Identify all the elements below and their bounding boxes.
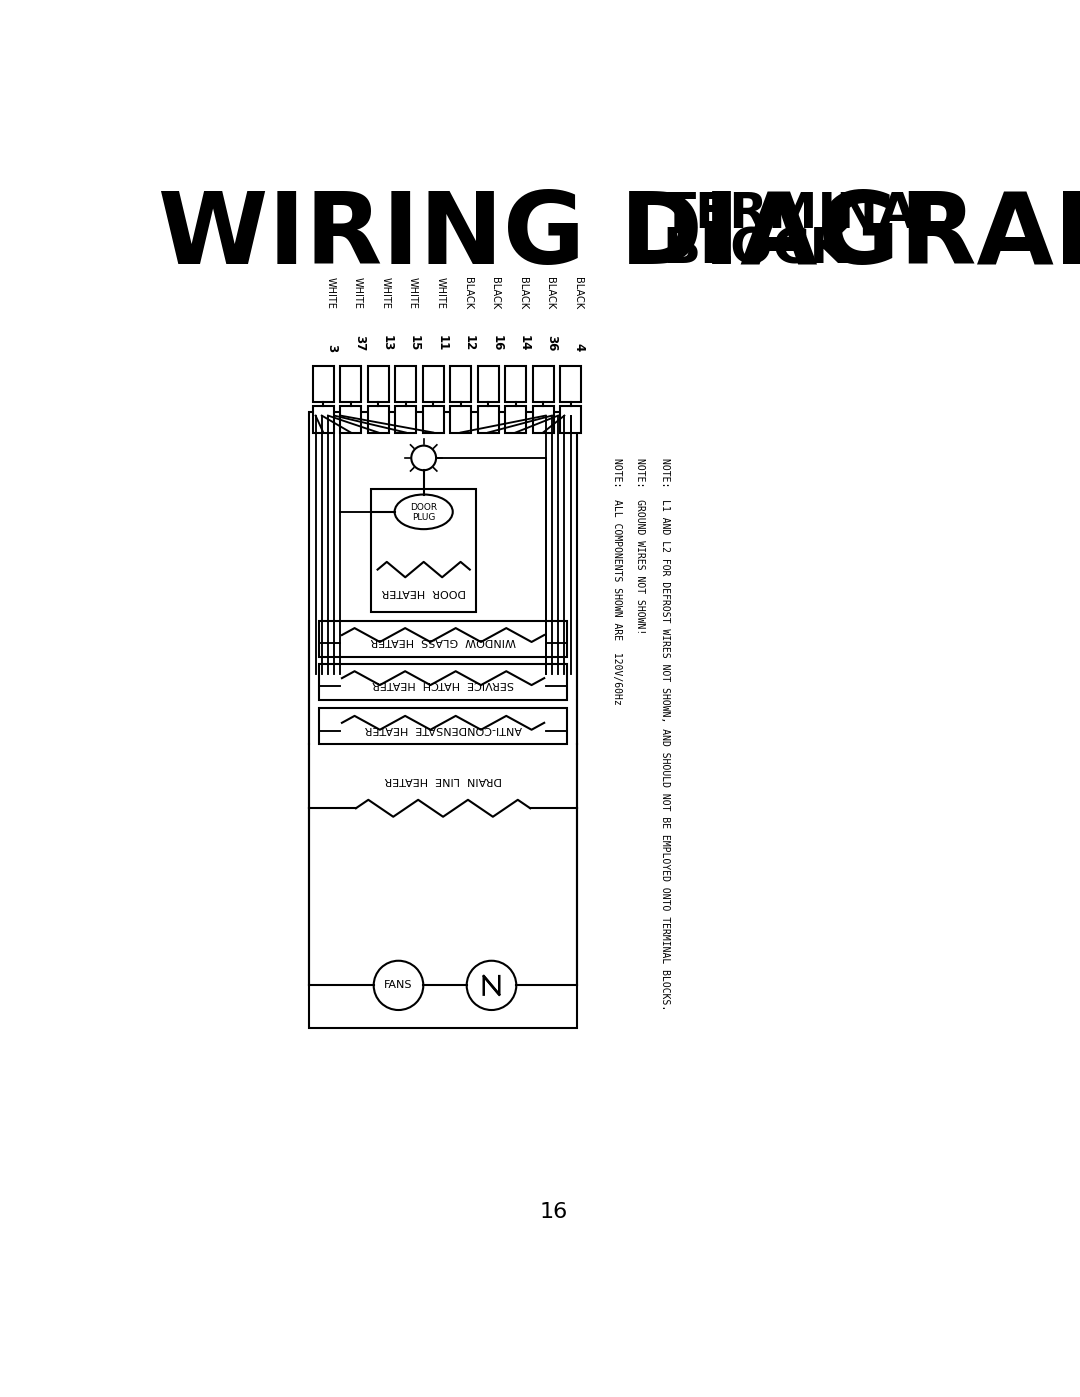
Bar [450, 366, 471, 402]
Text: FANS: FANS [384, 981, 413, 990]
Circle shape [374, 961, 423, 1010]
Bar [477, 366, 499, 402]
Text: 3: 3 [326, 344, 339, 352]
Bar [422, 405, 444, 433]
Bar [532, 405, 554, 433]
Text: WHITE: WHITE [408, 278, 418, 309]
Bar [340, 405, 361, 433]
Bar [319, 622, 567, 657]
Bar [340, 366, 361, 402]
Text: WHITE: WHITE [380, 278, 391, 309]
Text: WHITE: WHITE [435, 278, 446, 309]
Bar [561, 366, 581, 402]
Text: WIRING DIAGRAMS-: WIRING DIAGRAMS- [159, 189, 1080, 285]
Text: NOTE:  GROUND WIRES NOT SHOWN!: NOTE: GROUND WIRES NOT SHOWN! [635, 458, 645, 634]
Text: 16: 16 [490, 335, 503, 352]
Text: BLACK: BLACK [518, 277, 528, 309]
Text: 15: 15 [408, 335, 421, 352]
Bar [319, 708, 567, 745]
Text: BLACK: BLACK [463, 277, 473, 309]
Text: 13: 13 [380, 335, 393, 352]
Circle shape [467, 961, 516, 1010]
Text: TERMINAL: TERMINAL [662, 190, 949, 237]
Bar [368, 366, 389, 402]
Bar [372, 489, 476, 612]
Bar [505, 405, 526, 433]
Bar [505, 366, 526, 402]
Text: ANTI-CONDENSATE  HEATER: ANTI-CONDENSATE HEATER [364, 724, 522, 733]
Text: 36: 36 [545, 335, 558, 352]
Text: BLACK: BLACK [572, 277, 583, 309]
Bar [395, 405, 416, 433]
Bar [313, 366, 334, 402]
Text: SERVICE  HATCH  HEATER: SERVICE HATCH HEATER [373, 679, 514, 689]
Text: 11: 11 [435, 335, 448, 352]
Bar [395, 366, 416, 402]
Text: NOTE:  ALL COMPONENTS SHOWN ARE  120V/60Hz: NOTE: ALL COMPONENTS SHOWN ARE 120V/60Hz [611, 458, 622, 704]
Text: DOOR: DOOR [410, 503, 437, 513]
Text: NOTE:  L1 AND L2 FOR DEFROST WIRES NOT SHOWN, AND SHOULD NOT BE EMPLOYED ONTO TE: NOTE: L1 AND L2 FOR DEFROST WIRES NOT SH… [661, 458, 671, 1010]
Text: 4: 4 [572, 344, 585, 352]
Bar [422, 366, 444, 402]
Text: WHITE: WHITE [353, 278, 363, 309]
Text: 37: 37 [353, 335, 366, 352]
Text: BLOCK: BLOCK [662, 225, 848, 274]
Text: BLACK: BLACK [490, 277, 500, 309]
Bar [450, 405, 471, 433]
Bar [477, 405, 499, 433]
Text: PLUG: PLUG [411, 513, 435, 521]
Ellipse shape [394, 495, 453, 529]
Text: DOOR  HEATER: DOOR HEATER [381, 587, 465, 597]
Bar [313, 405, 334, 433]
Text: WINDOW  GLASS  HEATER: WINDOW GLASS HEATER [370, 636, 516, 645]
Text: 12: 12 [463, 335, 476, 352]
Text: WHITE: WHITE [326, 278, 336, 309]
Bar [319, 665, 567, 700]
Circle shape [411, 446, 436, 471]
Bar [309, 412, 577, 1028]
Bar [532, 366, 554, 402]
Bar [368, 405, 389, 433]
Bar [561, 405, 581, 433]
Text: 14: 14 [518, 335, 531, 352]
Text: DRAIN  LINE  HEATER: DRAIN LINE HEATER [384, 775, 502, 785]
Text: BLACK: BLACK [545, 277, 555, 309]
Text: 16: 16 [539, 1201, 568, 1222]
